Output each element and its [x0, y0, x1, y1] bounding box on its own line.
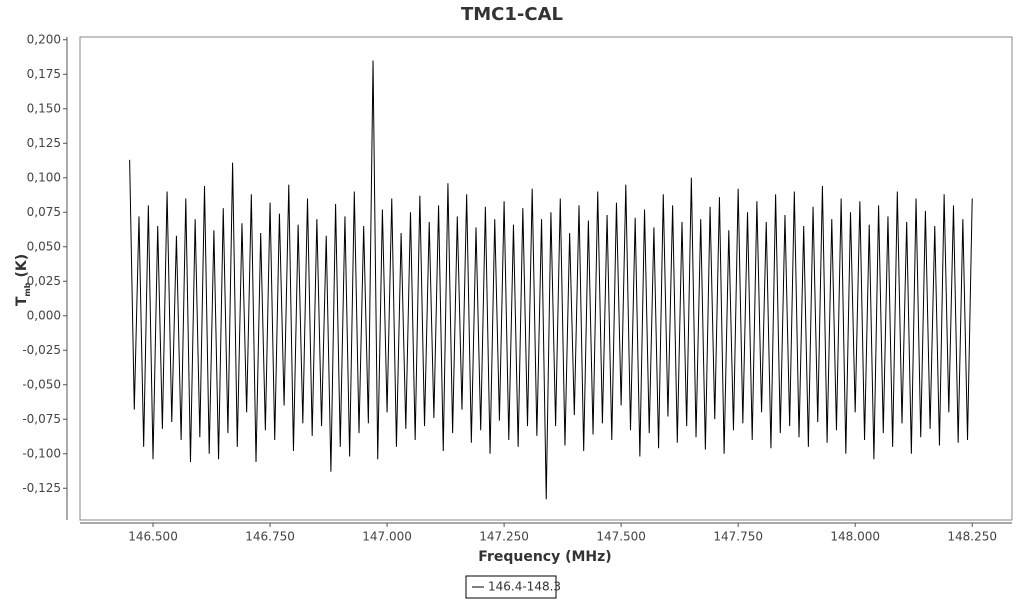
x-axis-label: Frequency (MHz)	[478, 549, 611, 565]
y-tick-label: -0,025	[22, 343, 61, 357]
x-tick-label: 146.750	[245, 530, 295, 544]
y-tick-label: -0,100	[22, 446, 61, 460]
y-tick-label: 0,175	[27, 67, 61, 81]
y-label-t: T	[14, 296, 30, 306]
y-axis-label: Tmb (K)	[14, 254, 32, 306]
y-tick-label: 0,200	[27, 32, 61, 46]
x-tick-label: 148.250	[947, 530, 997, 544]
chart-title: TMC1-CAL	[461, 4, 563, 25]
plot-frame	[79, 36, 1013, 521]
y-tick-label: 0,025	[27, 274, 61, 288]
x-tick-label: 147.000	[362, 530, 412, 544]
x-tick-label: 147.750	[713, 530, 763, 544]
y-tick-label: 0,050	[27, 239, 61, 253]
y-tick-label: 0,125	[27, 136, 61, 150]
y-tick-label: -0,075	[22, 412, 61, 426]
legend-label: 146.4-148.3	[488, 580, 561, 594]
y-axis-label-main: Tmb (K)	[14, 254, 32, 306]
y-label-sub: mb	[23, 282, 32, 296]
y-tick-label: 0,000	[27, 308, 61, 322]
y-tick-label: -0,125	[22, 481, 61, 495]
spectrum-line	[129, 60, 973, 500]
y-tick-label: 0,100	[27, 170, 61, 184]
x-tick-label: 147.250	[479, 530, 529, 544]
x-tick-label: 146.500	[128, 530, 178, 544]
legend-box	[465, 575, 557, 599]
y-label-unit: (K)	[14, 254, 30, 278]
legend: 146.4-148.3	[465, 575, 561, 599]
y-tick-label: 0,150	[27, 101, 61, 115]
y-tick-label: 0,075	[27, 205, 61, 219]
x-tick-label: 148.000	[830, 530, 880, 544]
y-tick-label: -0,050	[22, 377, 61, 391]
x-tick-label: 147.500	[596, 530, 646, 544]
